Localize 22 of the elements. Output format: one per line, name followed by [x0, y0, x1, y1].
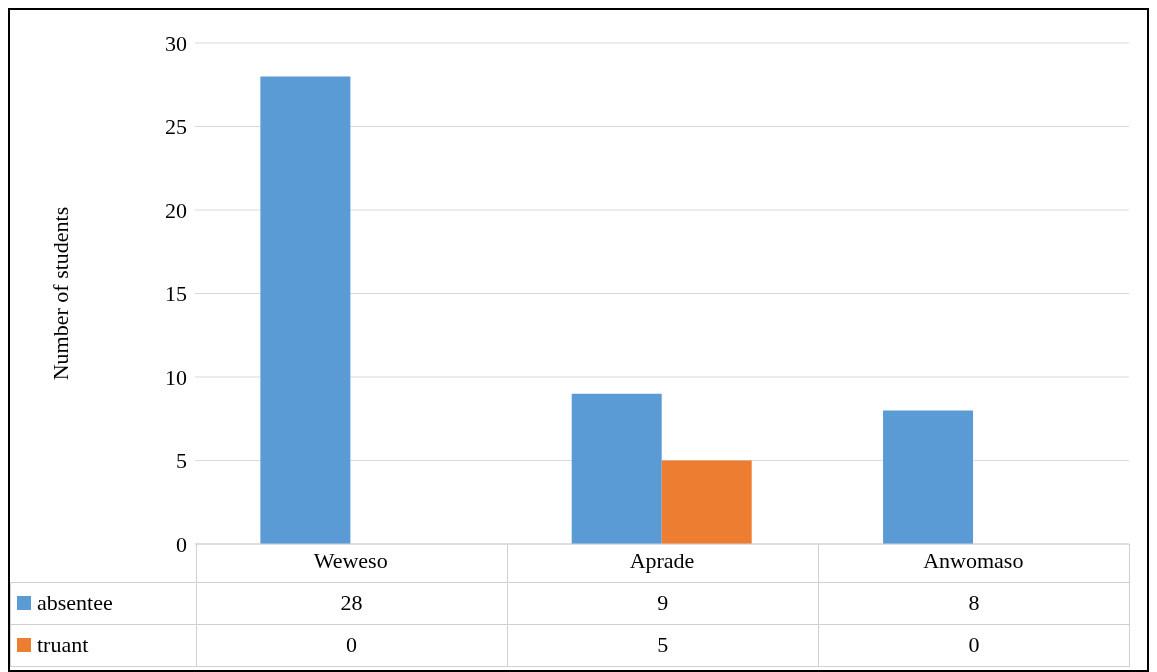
bar [260, 76, 351, 544]
y-axis-title: Number of students [47, 206, 73, 381]
data-label: 28 [196, 582, 508, 624]
data-label: 8 [818, 582, 1130, 624]
y-tick-label: 0 [176, 531, 187, 557]
data-label: 9 [507, 582, 819, 624]
y-tick-label: 5 [176, 448, 187, 474]
bar [883, 410, 974, 544]
y-tick-label: 25 [165, 114, 187, 140]
bar [661, 460, 752, 544]
y-tick-label: 20 [165, 197, 187, 223]
x-tick-label: Weweso [313, 547, 388, 573]
x-tick-label: Anwomaso [923, 547, 1024, 573]
data-label: 5 [507, 624, 819, 666]
y-tick-label: 10 [165, 364, 187, 390]
y-tick-label: 15 [165, 281, 187, 307]
legend-label: truant [37, 632, 89, 657]
y-tick-label: 30 [165, 30, 187, 56]
legend-label: absentee [37, 590, 113, 615]
data-label: 0 [818, 624, 1130, 666]
bar [571, 393, 662, 544]
x-tick-label: Aprade [629, 547, 695, 573]
